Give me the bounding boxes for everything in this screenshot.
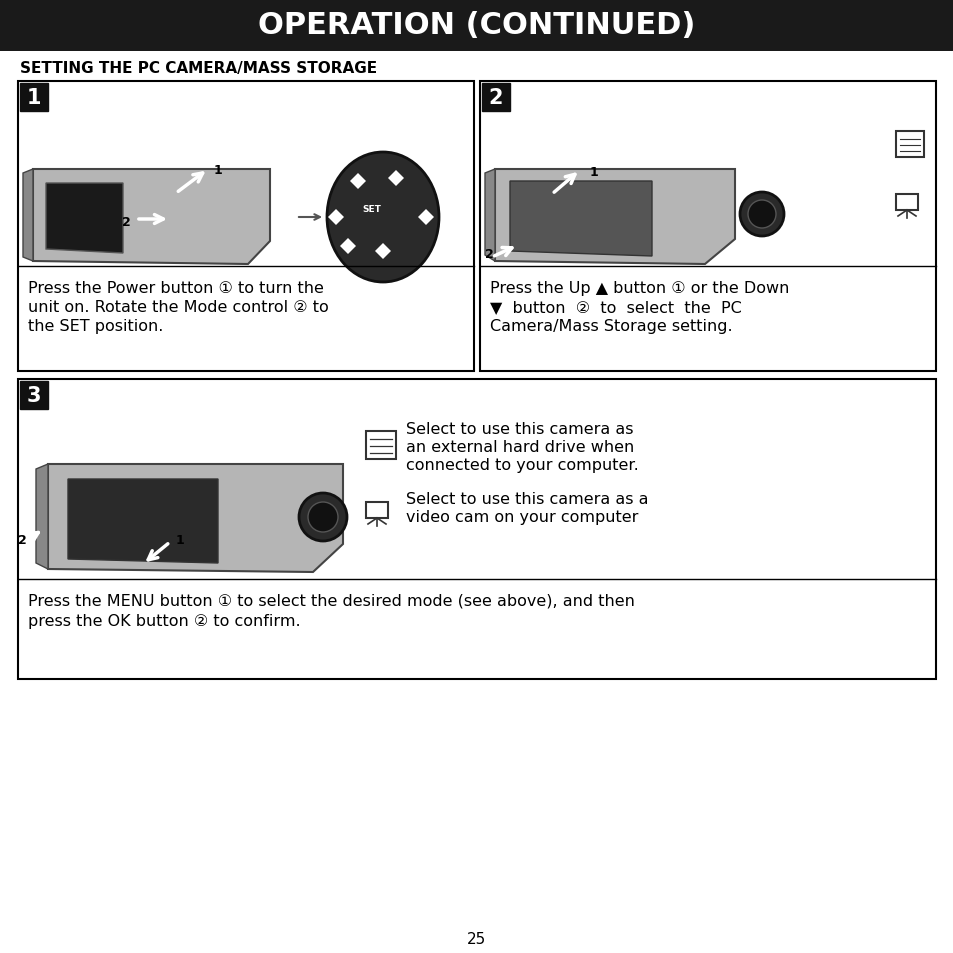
Bar bbox=[895, 132, 923, 158]
Text: Press the Up ▲ button ① or the Down: Press the Up ▲ button ① or the Down bbox=[490, 281, 788, 295]
Polygon shape bbox=[484, 170, 495, 262]
Text: video cam on your computer: video cam on your computer bbox=[406, 510, 638, 524]
Text: unit on. Rotate the Mode control ② to: unit on. Rotate the Mode control ② to bbox=[28, 299, 329, 314]
Text: 1: 1 bbox=[213, 164, 222, 177]
Polygon shape bbox=[68, 479, 218, 563]
Circle shape bbox=[298, 494, 347, 541]
Bar bbox=[20, 381, 48, 410]
Bar bbox=[895, 194, 917, 211]
Polygon shape bbox=[510, 182, 651, 256]
Text: 1: 1 bbox=[589, 165, 598, 178]
Bar bbox=[18, 379, 935, 679]
Ellipse shape bbox=[327, 152, 438, 283]
Text: 2: 2 bbox=[484, 248, 493, 261]
Text: 25: 25 bbox=[467, 931, 486, 946]
Bar bbox=[479, 82, 935, 372]
Text: connected to your computer.: connected to your computer. bbox=[406, 457, 639, 473]
Text: 1: 1 bbox=[175, 534, 184, 547]
Polygon shape bbox=[388, 171, 403, 187]
Polygon shape bbox=[48, 464, 343, 573]
Polygon shape bbox=[36, 464, 48, 569]
Bar bbox=[18, 82, 474, 372]
Bar bbox=[0, 0, 953, 52]
Text: SET: SET bbox=[362, 204, 381, 213]
Text: 2: 2 bbox=[488, 88, 503, 108]
Circle shape bbox=[740, 193, 783, 236]
Text: Press the MENU button ① to select the desired mode (see above), and then: Press the MENU button ① to select the de… bbox=[28, 594, 634, 608]
Text: ▼  button  ②  to  select  the  PC: ▼ button ② to select the PC bbox=[490, 299, 741, 314]
Text: the SET position.: the SET position. bbox=[28, 318, 163, 334]
Text: 2: 2 bbox=[17, 533, 27, 546]
Text: Press the Power button ① to turn the: Press the Power button ① to turn the bbox=[28, 281, 323, 295]
Bar bbox=[20, 84, 48, 112]
Circle shape bbox=[747, 201, 775, 229]
Text: Select to use this camera as: Select to use this camera as bbox=[406, 421, 633, 436]
Text: 3: 3 bbox=[27, 386, 41, 406]
Text: an external hard drive when: an external hard drive when bbox=[406, 439, 634, 455]
Bar bbox=[366, 502, 388, 518]
Text: press the OK button ② to confirm.: press the OK button ② to confirm. bbox=[28, 614, 300, 628]
Text: 2: 2 bbox=[121, 215, 131, 229]
Circle shape bbox=[308, 502, 337, 533]
Text: Select to use this camera as a: Select to use this camera as a bbox=[406, 492, 648, 506]
Polygon shape bbox=[339, 239, 355, 254]
Text: SETTING THE PC CAMERA/MASS STORAGE: SETTING THE PC CAMERA/MASS STORAGE bbox=[20, 60, 376, 75]
Polygon shape bbox=[328, 210, 344, 226]
Polygon shape bbox=[350, 173, 366, 190]
Polygon shape bbox=[33, 170, 270, 265]
Bar bbox=[366, 432, 395, 459]
Polygon shape bbox=[46, 184, 123, 253]
Polygon shape bbox=[495, 170, 734, 265]
Text: 1: 1 bbox=[27, 88, 41, 108]
Polygon shape bbox=[375, 244, 391, 260]
Text: Camera/Mass Storage setting.: Camera/Mass Storage setting. bbox=[490, 318, 732, 334]
Text: OPERATION (CONTINUED): OPERATION (CONTINUED) bbox=[258, 11, 695, 40]
Bar bbox=[481, 84, 510, 112]
Polygon shape bbox=[417, 210, 434, 226]
Polygon shape bbox=[23, 170, 33, 262]
